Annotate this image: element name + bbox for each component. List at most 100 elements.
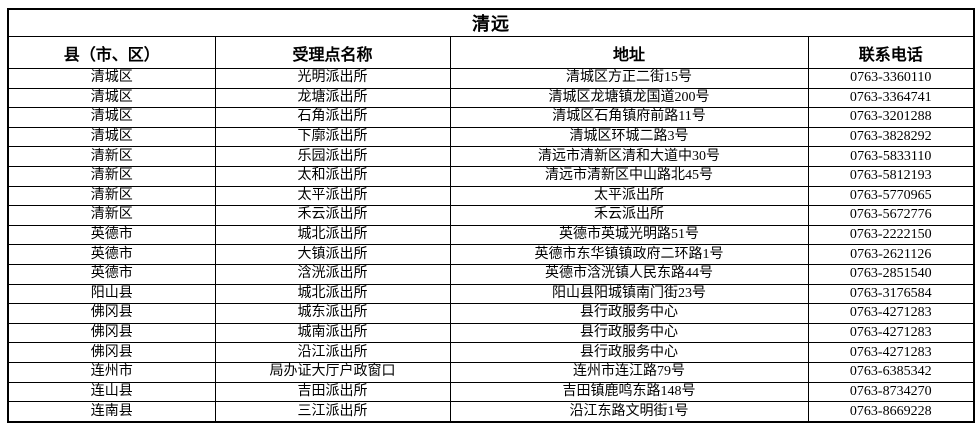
office-cell: 禾云派出所	[214, 205, 451, 226]
office-cell: 城东派出所	[214, 303, 451, 324]
title-row: 清远	[7, 8, 975, 37]
phone-cell: 0763-3364741	[807, 87, 975, 109]
address-cell: 清城区石角镇府前路11号	[449, 107, 809, 128]
address-cell: 清城区龙塘镇龙国道200号	[449, 87, 809, 109]
table-row: 连南县 三江派出所 沿江东路文明街1号 0763-8669228	[7, 401, 975, 423]
address-cell: 英德市英城光明路51号	[449, 224, 809, 246]
phone-cell: 0763-6385342	[807, 361, 975, 383]
table-row: 清城区 龙塘派出所 清城区龙塘镇龙国道200号 0763-3364741	[7, 87, 975, 109]
phone-cell: 0763-3828292	[807, 126, 975, 148]
district-cell: 清新区	[7, 146, 216, 167]
district-cell: 佛冈县	[7, 303, 216, 324]
office-cell: 局办证大厅户政窗口	[214, 361, 451, 383]
office-cell: 光明派出所	[214, 68, 451, 89]
contact-table-container: 清远 县（市、区） 受理点名称 地址 联系电话 清城区 光明派出所 清城区方正二街1…	[7, 8, 975, 423]
column-header-district: 县（市、区）	[7, 36, 216, 69]
district-cell: 连山县	[7, 381, 216, 403]
district-cell: 连州市	[7, 361, 216, 383]
table-row: 清城区 下廓派出所 清城区环城二路3号 0763-3828292	[7, 126, 975, 148]
table-row: 连山县 吉田派出所 吉田镇鹿鸣东路148号 0763-8734270	[7, 381, 975, 403]
phone-cell: 0763-4271283	[807, 303, 975, 324]
phone-cell: 0763-5833110	[807, 146, 975, 167]
address-cell: 禾云派出所	[449, 205, 809, 226]
phone-cell: 0763-5770965	[807, 185, 975, 207]
address-cell: 阳山县阳城镇南门街23号	[449, 283, 809, 305]
phone-cell: 0763-4271283	[807, 322, 975, 344]
office-cell: 浛洸派出所	[214, 263, 451, 285]
phone-cell: 0763-8669228	[807, 401, 975, 423]
office-cell: 吉田派出所	[214, 381, 451, 403]
table-row: 清城区 光明派出所 清城区方正二街15号 0763-3360110	[7, 68, 975, 89]
district-cell: 清新区	[7, 165, 216, 187]
phone-cell: 0763-2222150	[807, 224, 975, 246]
phone-cell: 0763-5672776	[807, 205, 975, 226]
phone-cell: 0763-5812193	[807, 165, 975, 187]
office-cell: 城南派出所	[214, 322, 451, 344]
table-row: 佛冈县 沿江派出所 县行政服务中心 0763-4271283	[7, 342, 975, 363]
office-cell: 三江派出所	[214, 401, 451, 423]
district-cell: 清新区	[7, 185, 216, 207]
table-row: 连州市 局办证大厅户政窗口 连州市连江路79号 0763-6385342	[7, 361, 975, 383]
district-cell: 佛冈县	[7, 322, 216, 344]
address-cell: 清远市清新区中山路北45号	[449, 165, 809, 187]
district-cell: 清城区	[7, 87, 216, 109]
office-cell: 大镇派出所	[214, 244, 451, 265]
address-cell: 连州市连江路79号	[449, 361, 809, 383]
table-row: 英德市 城北派出所 英德市英城光明路51号 0763-2222150	[7, 224, 975, 246]
table-row: 清新区 太平派出所 太平派出所 0763-5770965	[7, 185, 975, 207]
office-cell: 太和派出所	[214, 165, 451, 187]
district-cell: 阳山县	[7, 283, 216, 305]
district-cell: 清新区	[7, 205, 216, 226]
table-row: 佛冈县 城南派出所 县行政服务中心 0763-4271283	[7, 322, 975, 344]
phone-cell: 0763-2621126	[807, 244, 975, 265]
address-cell: 英德市东华镇镇政府二环路1号	[449, 244, 809, 265]
address-cell: 县行政服务中心	[449, 342, 809, 363]
district-cell: 连南县	[7, 401, 216, 423]
table-row: 清城区 石角派出所 清城区石角镇府前路11号 0763-3201288	[7, 107, 975, 128]
table-title: 清远	[7, 8, 975, 37]
office-cell: 龙塘派出所	[214, 87, 451, 109]
district-cell: 清城区	[7, 68, 216, 89]
table-body: 清城区 光明派出所 清城区方正二街15号 0763-3360110 清城区 龙塘派出所 清城…	[7, 68, 975, 423]
office-cell: 城北派出所	[214, 283, 451, 305]
table-row: 英德市 大镇派出所 英德市东华镇镇政府二环路1号 0763-2621126	[7, 244, 975, 265]
phone-cell: 0763-8734270	[807, 381, 975, 403]
address-cell: 太平派出所	[449, 185, 809, 207]
contact-table: 清远 县（市、区） 受理点名称 地址 联系电话 清城区 光明派出所 清城区方正二街1…	[7, 8, 975, 423]
column-header-office: 受理点名称	[214, 36, 451, 69]
district-cell: 清城区	[7, 107, 216, 128]
office-cell: 下廓派出所	[214, 126, 451, 148]
table-row: 清新区 乐园派出所 清远市清新区清和大道中30号 0763-5833110	[7, 146, 975, 167]
district-cell: 佛冈县	[7, 342, 216, 363]
address-cell: 清城区环城二路3号	[449, 126, 809, 148]
office-cell: 石角派出所	[214, 107, 451, 128]
office-cell: 太平派出所	[214, 185, 451, 207]
office-cell: 沿江派出所	[214, 342, 451, 363]
table-row: 阳山县 城北派出所 阳山县阳城镇南门街23号 0763-3176584	[7, 283, 975, 305]
table-row: 清新区 禾云派出所 禾云派出所 0763-5672776	[7, 205, 975, 226]
address-cell: 沿江东路文明街1号	[449, 401, 809, 423]
phone-cell: 0763-4271283	[807, 342, 975, 363]
column-header-address: 地址	[449, 36, 809, 69]
address-cell: 清城区方正二街15号	[449, 68, 809, 89]
column-header-phone: 联系电话	[807, 36, 975, 69]
header-row: 县（市、区） 受理点名称 地址 联系电话	[7, 36, 975, 69]
address-cell: 县行政服务中心	[449, 303, 809, 324]
table-row: 英德市 浛洸派出所 英德市浛洸镇人民东路44号 0763-2851540	[7, 263, 975, 285]
address-cell: 县行政服务中心	[449, 322, 809, 344]
phone-cell: 0763-3176584	[807, 283, 975, 305]
district-cell: 英德市	[7, 263, 216, 285]
address-cell: 吉田镇鹿鸣东路148号	[449, 381, 809, 403]
district-cell: 英德市	[7, 244, 216, 265]
phone-cell: 0763-3201288	[807, 107, 975, 128]
office-cell: 城北派出所	[214, 224, 451, 246]
district-cell: 清城区	[7, 126, 216, 148]
address-cell: 清远市清新区清和大道中30号	[449, 146, 809, 167]
phone-cell: 0763-3360110	[807, 68, 975, 89]
phone-cell: 0763-2851540	[807, 263, 975, 285]
table-row: 清新区 太和派出所 清远市清新区中山路北45号 0763-5812193	[7, 165, 975, 187]
address-cell: 英德市浛洸镇人民东路44号	[449, 263, 809, 285]
office-cell: 乐园派出所	[214, 146, 451, 167]
table-row: 佛冈县 城东派出所 县行政服务中心 0763-4271283	[7, 303, 975, 324]
district-cell: 英德市	[7, 224, 216, 246]
